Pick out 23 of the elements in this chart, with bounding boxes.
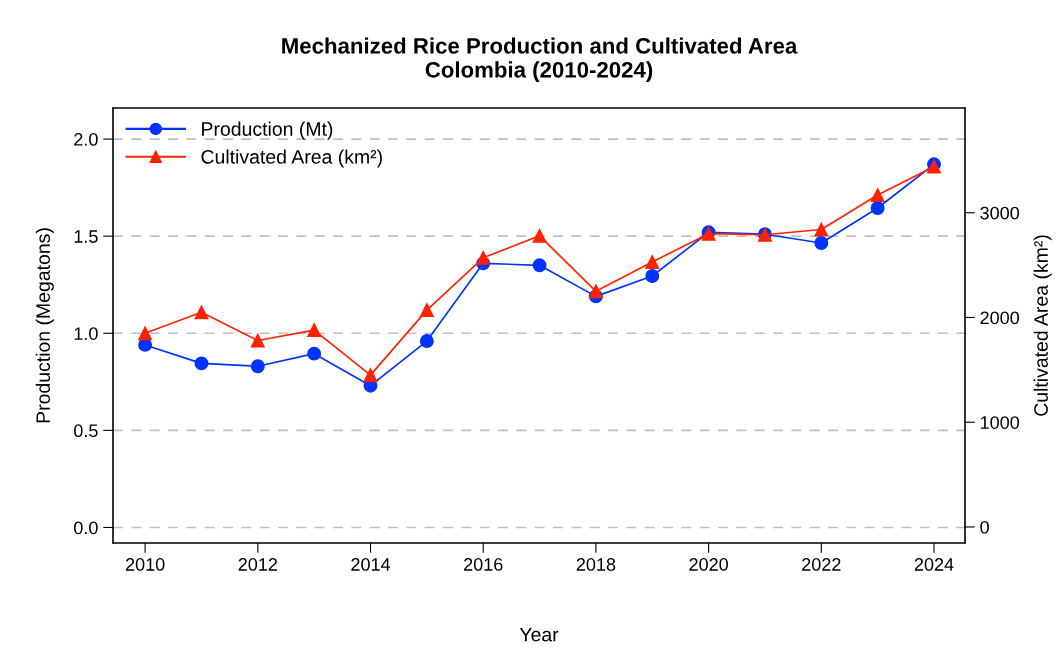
y-tick-label: 0.5 <box>74 424 98 438</box>
y2-axis-title: Cultivated Area (km²) <box>1033 235 1052 416</box>
legend-label: Production (Mt) <box>202 121 333 140</box>
x-tick-label: 2018 <box>576 558 616 571</box>
y-tick-label: 0.0 <box>74 521 98 535</box>
y2-tick-label: 2000 <box>980 311 1020 325</box>
x-tick-label: 2016 <box>464 558 503 571</box>
y-tick-label: 1.0 <box>74 327 98 340</box>
x-tick-label: 2012 <box>238 558 277 571</box>
x-tick-label: 2022 <box>802 558 841 571</box>
x-tick-label: 2024 <box>914 558 954 571</box>
y2-tick-label: 3000 <box>980 206 1020 220</box>
x-tick-label: 2020 <box>689 558 728 571</box>
chart-title: Mechanized Rice Production and Cultivated Area Colombia (2010-2024) <box>282 37 798 83</box>
x-tick-label: 2010 <box>125 558 165 571</box>
y-tick-label: 1.5 <box>74 230 98 243</box>
y-axis-title: Production (Megatons) <box>35 228 54 423</box>
x-tick-label: 2014 <box>351 558 391 571</box>
legend-label: Cultivated Area (km²) <box>201 149 382 168</box>
x-axis-title: Year <box>519 627 559 642</box>
y-tick-label: 2.0 <box>74 133 98 146</box>
y2-tick-label: 1000 <box>980 416 1020 429</box>
y2-tick-label: 0 <box>980 520 989 534</box>
